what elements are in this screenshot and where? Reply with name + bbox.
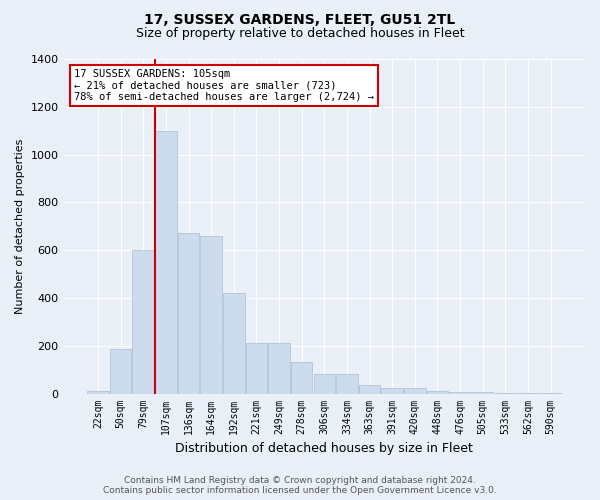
Bar <box>404 388 425 394</box>
Bar <box>110 350 131 394</box>
Bar <box>359 385 380 394</box>
Bar <box>155 130 176 394</box>
Bar <box>200 236 222 394</box>
Bar <box>291 362 313 394</box>
Text: 17 SUSSEX GARDENS: 105sqm
← 21% of detached houses are smaller (723)
78% of semi: 17 SUSSEX GARDENS: 105sqm ← 21% of detac… <box>74 69 374 102</box>
Text: Size of property relative to detached houses in Fleet: Size of property relative to detached ho… <box>136 28 464 40</box>
Bar <box>245 344 267 394</box>
Text: 17, SUSSEX GARDENS, FLEET, GU51 2TL: 17, SUSSEX GARDENS, FLEET, GU51 2TL <box>145 12 455 26</box>
Bar <box>133 250 154 394</box>
Bar <box>223 293 245 394</box>
Bar <box>382 388 403 394</box>
Bar <box>336 374 358 394</box>
Text: Contains HM Land Registry data © Crown copyright and database right 2024.
Contai: Contains HM Land Registry data © Crown c… <box>103 476 497 495</box>
Bar <box>87 391 109 394</box>
X-axis label: Distribution of detached houses by size in Fleet: Distribution of detached houses by size … <box>175 442 473 455</box>
Bar <box>268 344 290 394</box>
Bar <box>449 392 471 394</box>
Bar <box>314 374 335 394</box>
Bar <box>472 392 493 394</box>
Bar <box>427 391 448 394</box>
Y-axis label: Number of detached properties: Number of detached properties <box>15 138 25 314</box>
Bar <box>178 234 199 394</box>
